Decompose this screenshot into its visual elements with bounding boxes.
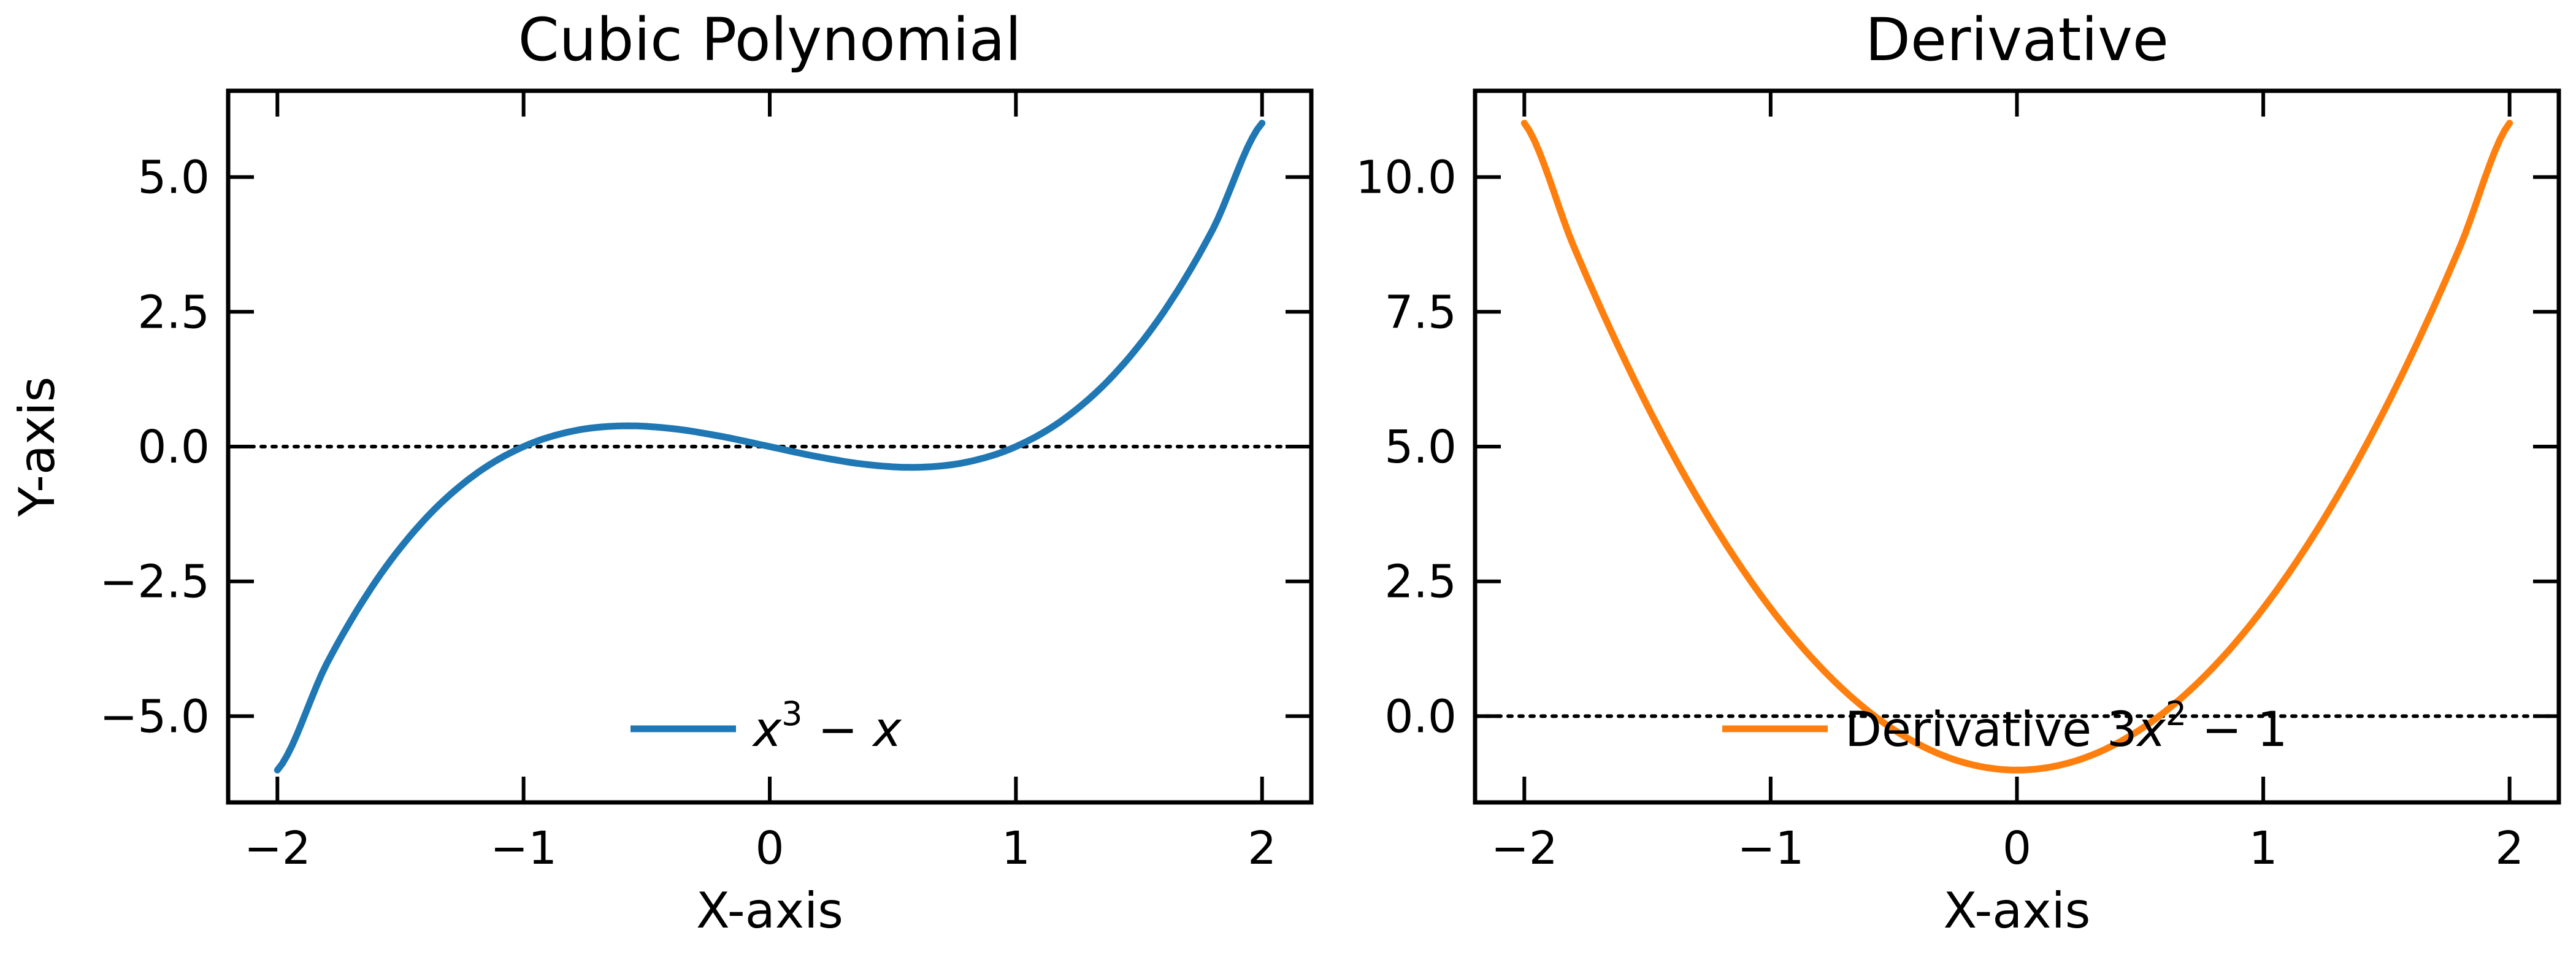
y-tick-label: 10.0 xyxy=(1355,152,1457,204)
y-tick-label: 7.5 xyxy=(1384,286,1457,339)
y-axis-label: Y-axis xyxy=(9,377,66,518)
x-tick-label: −1 xyxy=(1737,822,1804,875)
cubic-polynomial-panel: −2 −1 0 1 2 −5.0 −2.5 0.0 2.5 5.0 Cubic Polynomial… xyxy=(9,6,1314,939)
series-line-0 xyxy=(274,120,1266,774)
derivative-panel: −2 −1 0 1 2 0.0 2.5 5.0 7.5 10.0 Derivative X-axis D… xyxy=(1355,6,2561,939)
y-tick-label: 0.0 xyxy=(137,421,210,474)
y-tick-label: 5.0 xyxy=(137,152,210,204)
x-tick-label: 2 xyxy=(1248,822,1276,875)
y-tick-label: −2.5 xyxy=(99,556,210,609)
series-line-0 xyxy=(1520,120,2513,774)
x-axis-label: X-axis xyxy=(696,882,843,939)
x-tick-label: −2 xyxy=(1491,822,1558,875)
y-tick-label: 2.5 xyxy=(137,286,210,339)
x-tick-label: 1 xyxy=(2249,822,2278,875)
y-tick-label: −5.0 xyxy=(99,690,210,743)
x-tick-label: 0 xyxy=(2003,822,2031,875)
y-tick-label: 5.0 xyxy=(1384,421,1457,474)
x-tick-label: 0 xyxy=(755,822,784,875)
x-tick-label: −2 xyxy=(244,822,311,875)
x-tick-label: −1 xyxy=(490,822,557,875)
axes-frame xyxy=(1473,88,2561,805)
x-tick-label: 1 xyxy=(1002,822,1030,875)
x-axis-label: X-axis xyxy=(1944,882,2091,939)
chart-title: Derivative xyxy=(1865,6,2169,74)
x-tick-label: 2 xyxy=(2495,822,2524,875)
legend-label: Derivative 3x2 − 1 xyxy=(1845,694,2288,758)
y-tick-label: 2.5 xyxy=(1384,556,1457,609)
y-tick-label: 0.0 xyxy=(1384,690,1457,743)
chart-title: Cubic Polynomial xyxy=(518,6,1022,74)
legend-label: x3 − x xyxy=(751,694,902,758)
